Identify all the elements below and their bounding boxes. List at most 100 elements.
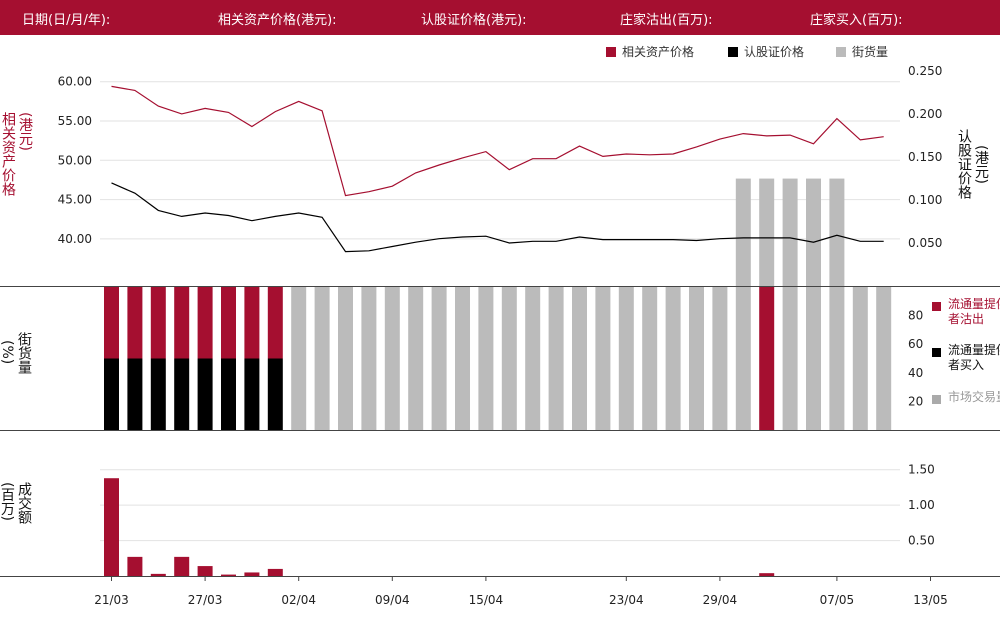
sell-bar [174,287,190,359]
market-bar [735,287,751,430]
mid-tick-label: 80 [908,309,923,323]
market-bar [431,287,447,430]
left-axis-title-main-text: 相关资产价格 [0,112,16,196]
header-issuer-buy-label: 庄家买入(百万): [810,13,903,28]
market-bar [408,287,424,430]
sell-bar [221,287,236,359]
mid-legend-market-swatch [932,395,941,404]
legend-warrant[interactable]: 认股证价格 [728,43,804,60]
buy-bar [150,358,166,430]
market-bar [291,287,307,430]
legend-outstanding[interactable]: 街货量 [836,43,888,60]
x-tick-label: 27/03 [188,593,223,607]
right-tick-label: 0.100 [908,193,942,207]
legend-asset-swatch [606,47,616,57]
bottom-tick-label: 0.50 [908,534,935,548]
market-bar [384,287,400,430]
right-axis-title-main: 认股证价格 [955,129,972,199]
left-axis-title-bottom-text: 成交额 [16,482,32,524]
turnover-bar [197,566,213,576]
left-axis-unit-bottom: (百万) [0,482,15,521]
mid-legend-sell-swatch [932,302,941,311]
left-tick-label: 60.00 [58,75,92,89]
buy-bar [127,358,143,430]
left-axis-unit-bottom-text: (百万) [0,482,15,521]
legend-outstanding-label: 街货量 [852,45,889,59]
outstanding-bar [829,178,845,286]
left-tick-label: 40.00 [58,232,92,246]
outstanding-bar [782,178,798,286]
right-tick-label: 0.150 [908,150,942,164]
market-bar [642,287,658,430]
left-tick-label: 50.00 [58,153,92,167]
x-tick-label: 29/04 [703,593,738,607]
turnover-bar [267,568,283,576]
left-axis-unit-main: (港元) [16,112,33,151]
bottom-tick-label: 1.50 [908,463,935,477]
market-bar [665,287,681,430]
market-bar [806,287,821,430]
header-warrant-price-label: 认股证价格(港元): [421,13,527,28]
outstanding-bar [806,178,821,286]
sell-bar [197,287,213,359]
market-bar [876,287,892,430]
left-axis-unit-mid-text: (%) [0,340,15,365]
mid-legend-buy-label: 流通量提供者买入 [948,343,1000,372]
left-axis-title-main: 相关资产价格 [0,112,16,196]
turnover-bar [759,573,775,576]
mid-tick-label: 40 [908,366,923,380]
market-bar [338,287,353,430]
x-tick-label: 21/03 [94,593,129,607]
market-bar [712,287,728,430]
mid-legend-buy-swatch [932,348,941,357]
turnover-bar [150,573,166,576]
market-bar [548,287,564,430]
market-bar [361,287,377,430]
legend-outstanding-swatch [836,47,846,57]
right-axis-title-main-text: 认股证价格 [956,129,972,199]
right-tick-label: 0.200 [908,107,942,121]
left-axis-title-mid-text: 街货量 [16,332,32,374]
bottom-tick-label: 1.00 [908,498,935,512]
mid-legend-market-label: 市场交易量 [948,390,1000,404]
turnover-bar [104,478,119,576]
sell-bar [267,287,283,359]
sell-bar [104,287,119,359]
x-tick-label: 15/04 [469,593,504,607]
outstanding-bar [759,178,775,286]
x-tick-label: 13/05 [913,593,948,607]
turnover-bar [174,556,190,576]
market-bar [689,287,704,430]
buy-bar [197,358,213,430]
mid-tick-label: 20 [908,394,923,408]
x-tick-label: 09/04 [375,593,410,607]
market-bar [501,287,517,430]
market-bar [595,287,611,430]
legend-asset-label: 相关资产价格 [622,45,695,59]
turnover-bar [221,574,236,576]
header-date-label: 日期(日/月/年): [22,13,111,28]
buy-bar [244,358,260,430]
right-tick-label: 0.250 [908,64,942,78]
market-bar [572,287,587,430]
x-tick-label: 07/05 [820,593,855,607]
right-axis-unit-main: (港元) [972,145,989,184]
sell-bar [127,287,143,359]
market-bar [525,287,541,430]
left-axis-unit-main-text: (港元) [17,112,33,151]
sell-bar [244,287,260,359]
left-tick-label: 55.00 [58,114,92,128]
legend-warrant-label: 认股证价格 [744,45,805,59]
turnover-bar [244,572,260,576]
legend-asset[interactable]: 相关资产价格 [606,43,694,60]
buy-bar [174,358,190,430]
header-asset-price-label: 相关资产价格(港元): [218,13,337,28]
market-bar [478,287,494,430]
market-bar [782,287,798,430]
header-issuer-sell-label: 庄家沽出(百万): [620,13,713,28]
buy-bar [104,358,119,430]
market-bar [455,287,470,430]
x-tick-label: 02/04 [281,593,316,607]
header-bar: 日期(日/月/年): 相关资产价格(港元): 认股证价格(港元): 庄家沽出(百… [0,0,1000,35]
